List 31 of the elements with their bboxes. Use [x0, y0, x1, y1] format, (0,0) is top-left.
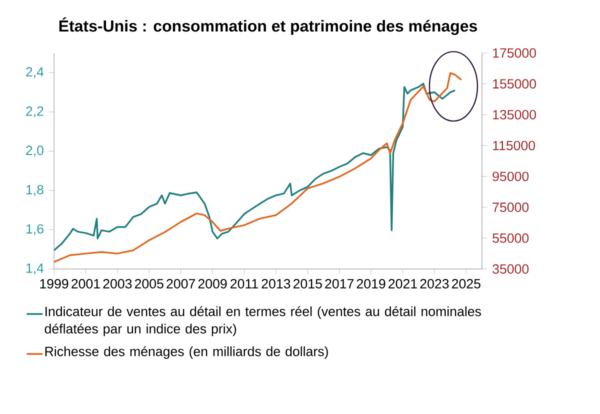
chart-title: États-Unis : consommation et patrimoine des ménages	[59, 17, 477, 35]
y2-tick-label: 175000	[493, 48, 536, 58]
y2-tick-label: 115000	[493, 140, 536, 150]
y2-tick-label: 155000	[493, 79, 536, 89]
y2-tick-label: 55000	[492, 233, 529, 243]
y-tick-label: 1,8	[26, 184, 44, 196]
x-tick-label: 2015	[293, 279, 322, 288]
y-tick-label: 2,0	[26, 146, 44, 157]
x-tick-label: 2013	[262, 279, 290, 288]
legend-label: Indicateur de ventes au détail en termes réel (ventes au détail nominales déflatées par un indice des prix)	[44, 306, 481, 336]
y-tick-label: 1,6	[26, 224, 44, 236]
x-tick-label: 2025	[452, 279, 480, 288]
y-tick-label: 2,4	[26, 67, 44, 78]
y-tick-label: 2,2	[26, 106, 44, 118]
y-tick-label: 1,4	[26, 264, 44, 274]
y2-tick-label: 135000	[493, 110, 536, 120]
x-tick-label: 2007	[166, 279, 195, 288]
x-tick-label: 2009	[198, 279, 227, 288]
x-tick-label: 2017	[325, 279, 354, 288]
x-tick-label: 1999	[40, 279, 68, 288]
x-tick-label: 2019	[356, 279, 386, 288]
x-tick-label: 2003	[103, 279, 132, 288]
x-tick-label: 2011	[230, 279, 258, 288]
y2-tick-label: 95000	[492, 172, 529, 182]
legend-label: Richesse des ménages (en milliards de dollars)	[45, 346, 328, 359]
x-tick-label: 2023	[420, 279, 449, 288]
y2-tick-label: 35000	[492, 264, 529, 274]
x-tick-label: 2005	[134, 279, 164, 288]
x-tick-label: 2021	[388, 279, 417, 288]
y2-tick-label: 75000	[492, 202, 529, 212]
x-tick-label: 2001	[72, 279, 100, 288]
